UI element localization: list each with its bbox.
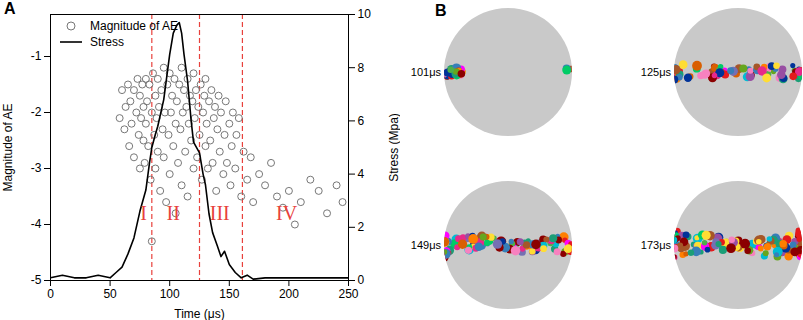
svg-text:150: 150 xyxy=(219,287,239,301)
svg-text:100: 100 xyxy=(160,287,180,301)
svg-text:Magnitude of AE: Magnitude of AE xyxy=(1,103,15,191)
svg-text:-2: -2 xyxy=(31,105,42,119)
svg-text:0: 0 xyxy=(47,287,54,301)
svg-text:125μs: 125μs xyxy=(641,66,672,78)
svg-text:I: I xyxy=(140,202,147,224)
svg-text:II: II xyxy=(167,202,180,224)
svg-text:8: 8 xyxy=(358,61,365,75)
svg-text:Time (μs): Time (μs) xyxy=(174,307,224,320)
svg-text:10: 10 xyxy=(358,7,372,21)
svg-text:Stress (Mpa): Stress (Mpa) xyxy=(387,113,401,182)
svg-text:2: 2 xyxy=(358,220,365,234)
svg-text:-5: -5 xyxy=(31,273,42,287)
svg-text:149μs: 149μs xyxy=(411,239,442,251)
svg-text:250: 250 xyxy=(338,287,358,301)
svg-text:-4: -4 xyxy=(31,217,42,231)
svg-text:4: 4 xyxy=(358,167,365,181)
html-text:Magnitude of AE: Magnitude of AE xyxy=(90,19,179,33)
html-text:Stress: Stress xyxy=(90,35,124,49)
svg-text:6: 6 xyxy=(358,114,365,128)
html-text:A: A xyxy=(4,0,16,17)
svg-text:101μs: 101μs xyxy=(411,66,442,78)
svg-text:173μs: 173μs xyxy=(641,239,672,251)
svg-text:50: 50 xyxy=(103,287,117,301)
svg-text:-1: -1 xyxy=(31,49,42,63)
svg-text:B: B xyxy=(435,2,447,19)
svg-text:-3: -3 xyxy=(31,161,42,175)
svg-text:0: 0 xyxy=(358,273,365,287)
svg-text:200: 200 xyxy=(279,287,299,301)
svg-text:IV: IV xyxy=(276,202,298,224)
svg-text:III: III xyxy=(210,202,230,224)
